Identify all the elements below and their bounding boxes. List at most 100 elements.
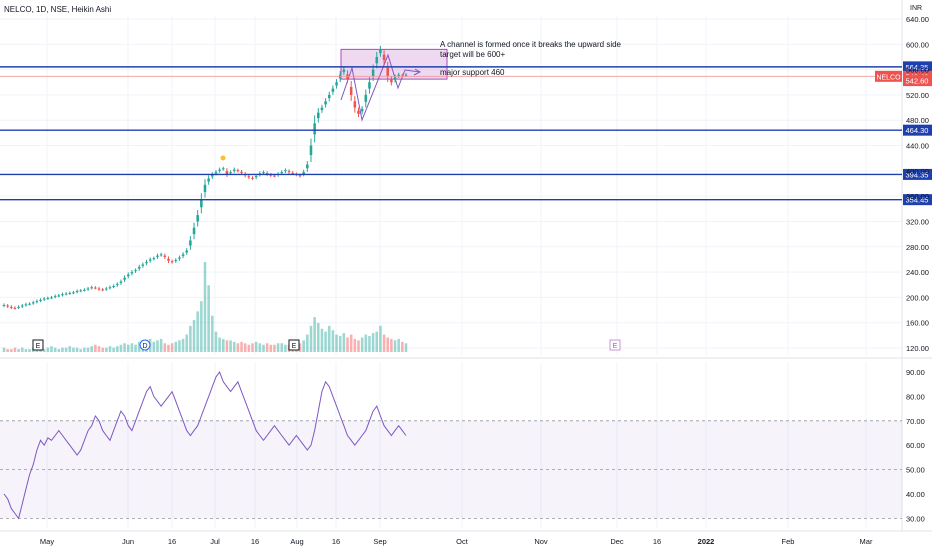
candle-body (254, 175, 258, 178)
y-tick-label: 640.00 (906, 15, 929, 24)
volume-bar (97, 346, 101, 352)
candle-body (28, 303, 31, 305)
candle-body (393, 77, 397, 80)
candle-body (64, 293, 68, 295)
secondary-price-bg (903, 75, 932, 87)
candle-body (327, 94, 331, 99)
volume-bar (342, 333, 346, 352)
candle-body (331, 88, 335, 92)
candle-body (317, 112, 320, 119)
grid-lines (0, 0, 932, 532)
volume-bar (221, 338, 225, 352)
candle-body (159, 254, 163, 256)
candle-body (68, 292, 72, 294)
volume-bar (371, 333, 375, 352)
candle-body (397, 74, 400, 76)
volume-bar (163, 343, 167, 352)
candle-body (342, 69, 346, 73)
earnings-marker (288, 339, 300, 351)
volume-bar (203, 262, 207, 352)
candle-body (72, 292, 75, 294)
horizontal-levels[interactable]: 564.35464.30394.35354.45NELCO549.40542.6… (0, 61, 932, 206)
volume-bar (273, 344, 276, 352)
rsi-tick-label: 90.00 (906, 368, 925, 377)
volume-bar (258, 343, 262, 352)
candle-body (13, 307, 17, 309)
candle-body (148, 259, 152, 261)
candle-body (229, 172, 232, 174)
volume-bar (167, 344, 170, 352)
volume-bar (189, 325, 192, 352)
axes: 640.00 600.00 560.00 520.00 480.00 440.00 400.… (40, 15, 929, 546)
candle-body (262, 172, 265, 174)
candle-body (57, 295, 61, 297)
candle-body (221, 168, 225, 170)
candle-body (6, 305, 9, 307)
candle-body (236, 170, 240, 172)
volume-bar (50, 346, 53, 352)
level-label: 354.45 (906, 196, 929, 205)
rsi-tick-label: 70.00 (906, 417, 925, 426)
candle-body (17, 306, 20, 308)
x-tick-label: Mar (860, 537, 873, 546)
volume-bar (68, 346, 72, 352)
y-tick-label: 480.00 (906, 116, 929, 125)
volume-bar (386, 337, 390, 352)
candle-body (123, 277, 126, 280)
volume-bar (390, 338, 393, 352)
x-tick-label: Jun (122, 537, 134, 546)
candle-body (145, 261, 148, 264)
rsi-tick-label: 50.00 (906, 466, 925, 475)
x-tick-label: 16 (168, 537, 176, 546)
volume-bar (24, 349, 28, 352)
candle-body (20, 305, 24, 307)
candle-body (196, 215, 199, 222)
candle-body (306, 164, 309, 169)
candle-body (371, 69, 375, 76)
level-label: 464.30 (906, 126, 929, 135)
candle-body (265, 173, 269, 175)
candle-body (189, 240, 192, 246)
volume-bars (2, 262, 408, 352)
volume-bar (170, 343, 174, 352)
level-label: 394.35 (906, 170, 929, 179)
candle-body (375, 56, 379, 64)
event-marker-label: E (36, 343, 41, 350)
volume-bar (159, 338, 163, 352)
candle-body (280, 172, 284, 174)
candle-body (105, 288, 108, 290)
volume-bar (174, 341, 178, 352)
candle-body (273, 175, 276, 177)
x-tick-label: Jul (210, 537, 220, 546)
volume-bar (324, 331, 327, 352)
candle-body (2, 304, 6, 306)
event-marker-label: E (613, 343, 618, 350)
volume-bar (225, 340, 229, 352)
candle-body (214, 172, 218, 174)
volume-bar (123, 343, 126, 352)
volume-bar (404, 343, 408, 352)
volume-bar (83, 347, 86, 352)
candle-series (2, 45, 408, 310)
candle-body (137, 267, 141, 269)
volume-bar (112, 347, 115, 352)
x-tick-label: Aug (290, 537, 303, 546)
volume-bar (298, 343, 302, 352)
level-label-bg (903, 194, 932, 206)
signal-marker (220, 155, 226, 161)
candle-body (185, 250, 189, 253)
candle-body (24, 304, 28, 306)
candle-body (134, 270, 137, 272)
candle-body (116, 284, 119, 286)
volume-bar (35, 349, 39, 352)
volume-bar (393, 340, 397, 352)
candle-body (335, 82, 338, 86)
x-tick-label: May (40, 537, 54, 546)
channel-box-layer (220, 48, 448, 161)
volume-bar (181, 338, 185, 352)
volume-bar (130, 343, 134, 352)
volume-bar (6, 349, 9, 352)
volume-bar (152, 341, 156, 352)
